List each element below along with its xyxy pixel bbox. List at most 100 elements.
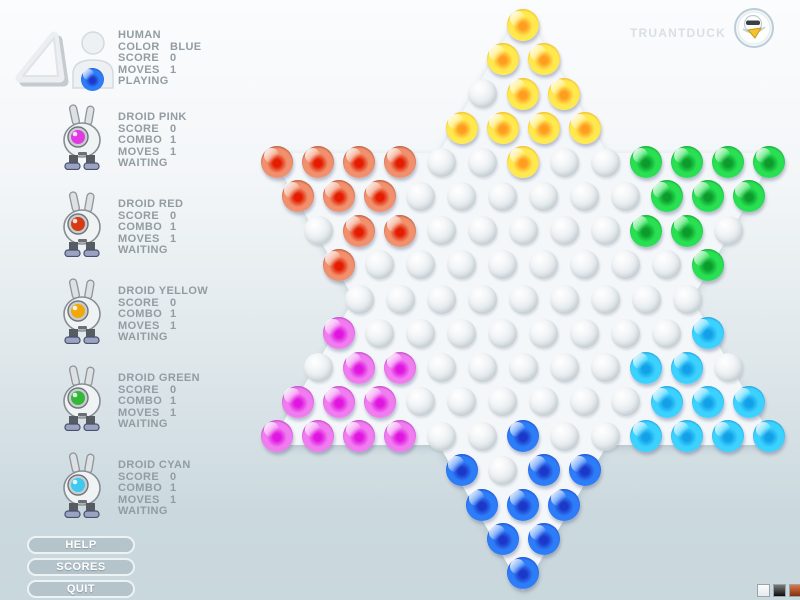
board-hole[interactable]	[365, 250, 394, 280]
marble-green[interactable]	[691, 248, 724, 281]
board-hole[interactable]	[426, 284, 456, 314]
marble-yellow[interactable]	[548, 77, 580, 110]
board-hole[interactable]	[713, 216, 743, 245]
board-hole[interactable]	[467, 421, 497, 451]
marble-green[interactable]	[753, 146, 785, 178]
board-hole[interactable]	[447, 318, 476, 348]
marble-yellow[interactable]	[527, 111, 560, 144]
marble-cyan[interactable]	[630, 420, 662, 452]
theme-swatch-white[interactable]	[757, 584, 770, 597]
board-hole[interactable]	[467, 284, 497, 314]
board-hole[interactable]	[549, 216, 579, 245]
board-hole[interactable]	[447, 387, 476, 417]
board-hole[interactable]	[631, 284, 661, 314]
marble-cyan[interactable]	[712, 420, 744, 452]
board-hole[interactable]	[467, 216, 497, 245]
board-hole[interactable]	[508, 284, 538, 314]
board-hole[interactable]	[549, 353, 579, 382]
marble-blue[interactable]	[568, 454, 601, 487]
board-hole[interactable]	[590, 216, 620, 245]
marble-cyan[interactable]	[650, 385, 683, 418]
board-hole[interactable]	[713, 353, 743, 382]
marble-red[interactable]	[384, 214, 416, 247]
board-hole[interactable]	[447, 250, 476, 280]
marble-blue[interactable]	[527, 454, 560, 487]
board-hole[interactable]	[426, 353, 456, 382]
board-hole[interactable]	[590, 353, 620, 382]
marble-cyan[interactable]	[732, 385, 765, 418]
board-hole[interactable]	[365, 318, 394, 348]
board-hole[interactable]	[406, 250, 435, 280]
marble-blue[interactable]	[486, 522, 519, 555]
board-hole[interactable]	[549, 421, 579, 451]
board-hole[interactable]	[652, 250, 681, 280]
marble-red[interactable]	[322, 180, 355, 213]
scores-button[interactable]: SCORES	[27, 558, 135, 576]
marble-yellow[interactable]	[486, 43, 519, 76]
board-hole[interactable]	[303, 353, 333, 382]
marble-yellow[interactable]	[527, 43, 560, 76]
marble-yellow[interactable]	[445, 111, 478, 144]
board-hole[interactable]	[488, 455, 517, 485]
board-hole[interactable]	[488, 250, 517, 280]
marble-green[interactable]	[671, 214, 703, 247]
marble-magenta[interactable]	[322, 385, 355, 418]
marble-blue[interactable]	[507, 557, 539, 589]
marble-green[interactable]	[732, 180, 765, 213]
quit-button[interactable]: QUIT	[27, 580, 135, 598]
board-hole[interactable]	[508, 353, 538, 382]
marble-blue[interactable]	[507, 420, 539, 452]
board-hole[interactable]	[611, 387, 640, 417]
board-hole[interactable]	[467, 79, 497, 108]
marble-red[interactable]	[343, 146, 375, 178]
marble-yellow[interactable]	[507, 9, 539, 41]
board-hole[interactable]	[426, 147, 456, 177]
marble-blue[interactable]	[507, 488, 539, 521]
marble-cyan[interactable]	[691, 317, 724, 350]
marble-red[interactable]	[343, 214, 375, 247]
marble-magenta[interactable]	[302, 420, 334, 452]
board-hole[interactable]	[303, 216, 333, 245]
marble-red[interactable]	[363, 180, 396, 213]
marble-green[interactable]	[691, 180, 724, 213]
board-hole[interactable]	[549, 147, 579, 177]
marble-magenta[interactable]	[384, 351, 416, 384]
board-hole[interactable]	[508, 216, 538, 245]
marble-cyan[interactable]	[691, 385, 724, 418]
board-hole[interactable]	[570, 318, 599, 348]
marble-magenta[interactable]	[363, 385, 396, 418]
marble-blue[interactable]	[527, 522, 560, 555]
marble-red[interactable]	[322, 248, 355, 281]
board-hole[interactable]	[406, 181, 435, 211]
board-hole[interactable]	[570, 250, 599, 280]
marble-cyan[interactable]	[671, 420, 703, 452]
marble-green[interactable]	[630, 214, 662, 247]
board-hole[interactable]	[611, 318, 640, 348]
board-hole[interactable]	[426, 421, 456, 451]
board-hole[interactable]	[488, 181, 517, 211]
marble-yellow[interactable]	[507, 146, 539, 178]
marble-blue[interactable]	[466, 488, 498, 521]
board-hole[interactable]	[344, 284, 374, 314]
marble-red[interactable]	[281, 180, 314, 213]
marble-green[interactable]	[630, 146, 662, 178]
board-hole[interactable]	[590, 284, 620, 314]
marble-red[interactable]	[302, 146, 334, 178]
marble-cyan[interactable]	[753, 420, 785, 452]
board-hole[interactable]	[529, 387, 558, 417]
marble-green[interactable]	[671, 146, 703, 178]
marble-magenta[interactable]	[343, 351, 375, 384]
marble-yellow[interactable]	[507, 77, 539, 110]
marble-green[interactable]	[650, 180, 683, 213]
marble-red[interactable]	[261, 146, 293, 178]
marble-red[interactable]	[384, 146, 416, 178]
board-hole[interactable]	[549, 284, 579, 314]
help-button[interactable]: HELP	[27, 536, 135, 554]
board-hole[interactable]	[529, 181, 558, 211]
marble-magenta[interactable]	[322, 317, 355, 350]
board-hole[interactable]	[426, 216, 456, 245]
marble-cyan[interactable]	[671, 351, 703, 384]
board-hole[interactable]	[488, 318, 517, 348]
board-hole[interactable]	[590, 421, 620, 451]
marble-magenta[interactable]	[384, 420, 416, 452]
